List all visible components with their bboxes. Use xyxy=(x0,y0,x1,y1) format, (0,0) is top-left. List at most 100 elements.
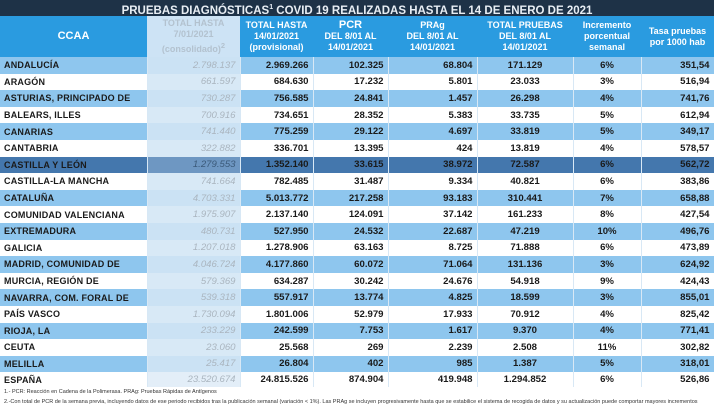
cell-ccaa: CANARIAS xyxy=(0,123,148,140)
cell-tasa: 855,01 xyxy=(641,289,714,306)
cell-prag: 37.142 xyxy=(388,206,478,223)
cell-total-prev: 2.798.137 xyxy=(147,57,241,74)
total-row: ESPAÑA 23.520.674 24.815.526 874.904 419.948… xyxy=(0,372,714,388)
cell-total-pruebas: 131.136 xyxy=(477,256,574,273)
table-row: BALEARS, ILLES 700.916 734.651 28.352 5.383 3… xyxy=(0,106,714,124)
cell-ccaa: ARAGÓN xyxy=(0,73,148,91)
cell-pcr: 31.487 xyxy=(313,173,389,190)
cell-total-prev: 322.882 xyxy=(147,139,241,157)
header-total-pruebas: TOTAL PRUEBAS DEL 8/01 AL 14/01/2021 xyxy=(477,16,573,57)
cell-prag: 17.933 xyxy=(388,305,478,323)
cell-ccaa: ASTURIAS, PRINCIPADO DE xyxy=(0,90,148,107)
cell-ccaa: EXTREMADURA xyxy=(0,222,148,240)
table-row: MADRID, COMUNIDAD DE 4.046.724 4.177.860 60… xyxy=(0,256,714,273)
cell-tasa: 658,88 xyxy=(641,189,714,207)
cell-total-prev: 700.916 xyxy=(147,106,241,124)
cell-total-pruebas: 54.918 xyxy=(477,272,574,290)
table-row: CEUTA 23.060 25.568 269 2.239 2.508 11% 302,82 xyxy=(0,339,714,356)
header-incremento: Incremento porcentual semanal xyxy=(573,16,641,57)
cell-total-pruebas: 72.587 xyxy=(477,156,574,174)
cell-incremento: 6% xyxy=(573,372,642,388)
cell-tasa: 612,94 xyxy=(641,106,714,124)
cell-prag: 9.334 xyxy=(388,173,478,190)
cell-prag: 419.948 xyxy=(388,372,478,388)
cell-total-pruebas: 310.441 xyxy=(477,189,574,207)
cell-tasa: 473,89 xyxy=(641,239,714,257)
cell-pcr: 402 xyxy=(313,355,389,373)
cell-ccaa: CASTILLA Y LEÓN xyxy=(0,156,148,174)
cell-pcr: 102.325 xyxy=(313,57,389,74)
cell-incremento: 11% xyxy=(573,339,642,356)
cell-prag: 68.804 xyxy=(388,57,478,74)
cell-total-prev: 1.207.018 xyxy=(147,239,241,257)
cell-tasa: 496,76 xyxy=(641,222,714,240)
cell-tasa: 318,01 xyxy=(641,355,714,373)
cell-ccaa: MADRID, COMUNIDAD DE xyxy=(0,256,148,273)
cell-prag: 5.801 xyxy=(388,73,478,91)
header-tasa: Tasa pruebas por 1000 hab xyxy=(641,16,714,57)
cell-incremento: 4% xyxy=(573,90,642,107)
cell-prag: 1.457 xyxy=(388,90,478,107)
cell-total-prev: 480.731 xyxy=(147,222,241,240)
table-row: ASTURIAS, PRINCIPADO DE 730.287 756.585 24.… xyxy=(0,90,714,107)
cell-total-prev: 741.664 xyxy=(147,173,241,190)
cell-ccaa: GALICIA xyxy=(0,239,148,257)
cell-tasa: 383,86 xyxy=(641,173,714,190)
cell-total-pruebas: 161.233 xyxy=(477,206,574,223)
cell-tasa: 624,92 xyxy=(641,256,714,273)
cell-total-pruebas: 23.033 xyxy=(477,73,574,91)
header-total-prev: TOTAL HASTA 7/01/2021 (consolidado)2 xyxy=(147,16,240,57)
cell-ccaa: CEUTA xyxy=(0,339,148,356)
cell-pcr: 28.352 xyxy=(313,106,389,124)
cell-pcr: 52.979 xyxy=(313,305,389,323)
cell-incremento: 3% xyxy=(573,256,642,273)
cell-ccaa: BALEARS, ILLES xyxy=(0,106,148,124)
cell-tasa: 825,42 xyxy=(641,305,714,323)
cell-pcr: 124.091 xyxy=(313,206,389,223)
cell-prag: 5.383 xyxy=(388,106,478,124)
cell-total-prev: 4.046.724 xyxy=(147,256,241,273)
cell-incremento: 3% xyxy=(573,289,642,306)
cell-total-pruebas: 1.387 xyxy=(477,355,574,373)
cell-pcr: 29.122 xyxy=(313,123,389,140)
cell-incremento: 4% xyxy=(573,305,642,323)
cell-pcr: 7.753 xyxy=(313,322,389,340)
cell-total: 684.630 xyxy=(240,73,314,91)
cell-total: 4.177.860 xyxy=(240,256,314,273)
cell-prag: 1.617 xyxy=(388,322,478,340)
table-row: CANTABRIA 322.882 336.701 13.395 424 13.819 4%… xyxy=(0,139,714,157)
cell-pcr: 17.232 xyxy=(313,73,389,91)
cell-pcr: 30.242 xyxy=(313,272,389,290)
cell-prag: 71.064 xyxy=(388,256,478,273)
cell-total: 1.352.140 xyxy=(240,156,314,174)
cell-prag: 24.676 xyxy=(388,272,478,290)
cell-total-prev: 23.060 xyxy=(147,339,241,356)
cell-total: 242.599 xyxy=(240,322,314,340)
cell-total: 557.917 xyxy=(240,289,314,306)
footnote-2: 2.-Con total de PCR de la semana previa,… xyxy=(4,399,698,405)
cell-prag: 22.687 xyxy=(388,222,478,240)
table-row: COMUNIDAD VALENCIANA 1.975.907 2.137.140 12… xyxy=(0,206,714,223)
cell-tasa: 351,54 xyxy=(641,57,714,74)
cell-prag: 38.972 xyxy=(388,156,478,174)
cell-pcr: 269 xyxy=(313,339,389,356)
footnote-1: 1.- PCR: Reacción en Cadena de la Polime… xyxy=(4,389,217,395)
cell-total-prev: 539.318 xyxy=(147,289,241,306)
cell-total-pruebas: 70.912 xyxy=(477,305,574,323)
cell-incremento: 6% xyxy=(573,57,642,74)
table-row: ANDALUCÍA 2.798.137 2.969.266 102.325 68.804… xyxy=(0,57,714,74)
cell-incremento: 6% xyxy=(573,239,642,257)
cell-pcr: 13.395 xyxy=(313,139,389,157)
cell-pcr: 874.904 xyxy=(313,372,389,388)
cell-tasa: 578,57 xyxy=(641,139,714,157)
header-prag: PRAg DEL 8/01 AL 14/01/2021 xyxy=(388,16,477,57)
cell-ccaa: MELILLA xyxy=(0,355,148,373)
cell-incremento: 4% xyxy=(573,139,642,157)
cell-prag: 2.239 xyxy=(388,339,478,356)
cell-tasa: 516,94 xyxy=(641,73,714,91)
cell-tasa: 302,82 xyxy=(641,339,714,356)
cell-ccaa: ESPAÑA xyxy=(0,372,148,388)
cell-prag: 4.825 xyxy=(388,289,478,306)
cell-incremento: 9% xyxy=(573,272,642,290)
cell-pcr: 63.163 xyxy=(313,239,389,257)
